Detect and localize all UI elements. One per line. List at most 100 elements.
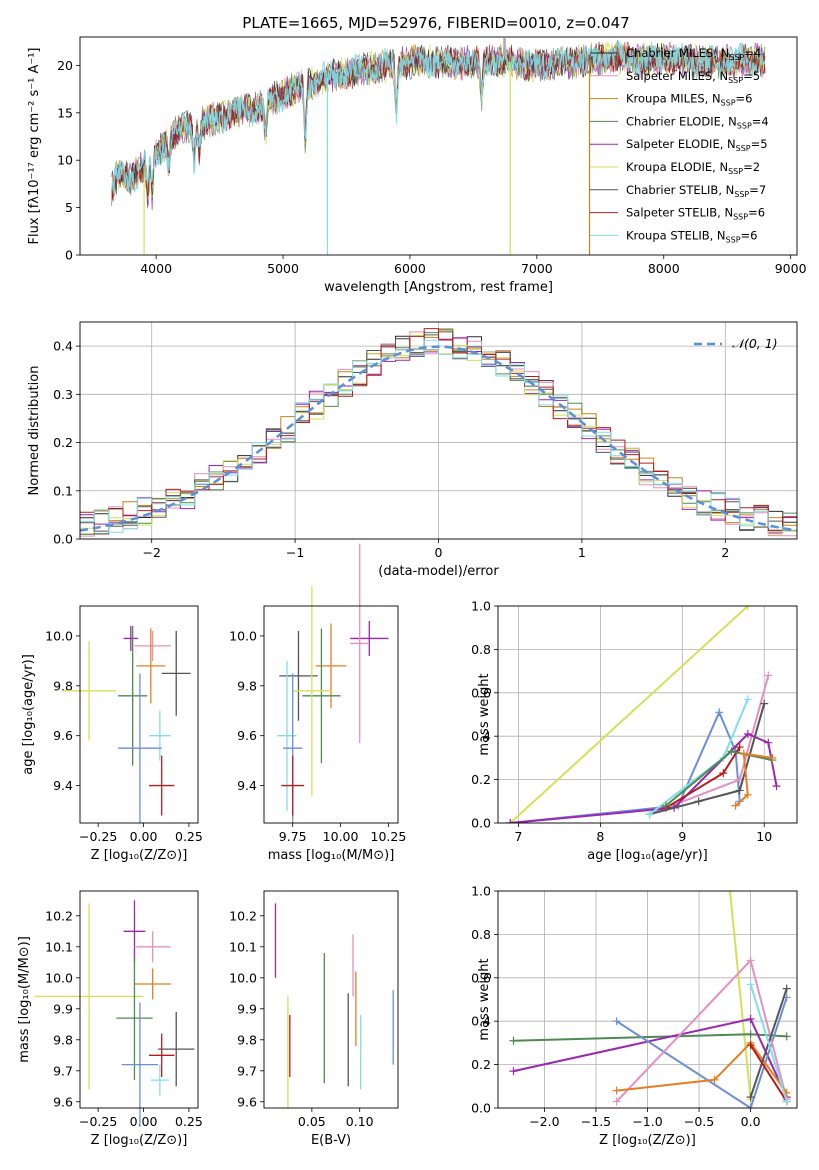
errorbar-point (134, 968, 171, 1000)
y-tick-label: 0.8 (471, 642, 491, 657)
x-tick-label: 0.25 (175, 829, 203, 844)
weight-series-marker (746, 1041, 755, 1050)
weight-series-marker (725, 891, 734, 895)
y-tick-label: 10.0 (229, 970, 257, 985)
legend-entry: Chabrier MILES, NSSP=4 (626, 46, 761, 62)
weight-series-line (509, 606, 749, 823)
y-axis-label: mass weight (477, 673, 492, 755)
errorbar-point (134, 630, 171, 661)
legend-entry: Salpeter MILES, NSSP=5 (626, 69, 760, 85)
x-tick-label: 2 (721, 545, 729, 560)
y-tick-label: 9.8 (53, 1032, 73, 1047)
x-axis-label: wavelength [Angstrom, rest frame] (324, 280, 553, 295)
spectrum-panel (76, 65, 792, 259)
x-tick-label: 9.75 (279, 829, 307, 844)
y-tick-label: 0.6 (471, 970, 491, 985)
weight-series-marker (719, 769, 728, 778)
y-tick-label: 9.6 (53, 728, 73, 743)
weight-series-marker (506, 819, 515, 823)
weight-series-marker (612, 1017, 621, 1026)
weight-series-marker (612, 1097, 621, 1106)
age_vs_Z-panel (76, 635, 190, 827)
weight-series-marker (735, 743, 744, 752)
axes-frame (263, 605, 399, 824)
errorbar-point (116, 956, 153, 1081)
y-tick-label: 0.0 (471, 816, 491, 831)
weight-series-marker (727, 747, 736, 756)
errorbar-point (302, 628, 341, 764)
legend-entry: Kroupa MILES, NSSP=6 (626, 92, 752, 108)
x-tick-label: −1 (286, 545, 304, 560)
histogram-series (80, 328, 797, 531)
x-tick-label: −2.0 (529, 1114, 559, 1129)
y-tick-label: 15 (57, 105, 73, 120)
weight-series-line (665, 746, 741, 809)
y-tick-label: 9.4 (237, 778, 257, 793)
y-axis-label: mass [log₁₀(M/M⊙)] (17, 936, 32, 1063)
errorbar-point (123, 900, 146, 963)
x-tick-label: −0.25 (79, 829, 117, 844)
y-tick-label: 10.1 (229, 939, 257, 954)
y-tick-label: 10.2 (229, 908, 257, 923)
mass_vs_Z-panel (76, 915, 190, 1112)
x-tick-label: 8 (596, 829, 604, 844)
errorbar-point (121, 1002, 159, 1127)
weight-series-marker (782, 1032, 791, 1041)
weight-series-marker (760, 699, 769, 708)
legend-entry: Chabrier ELODIE, NSSP=4 (626, 114, 769, 130)
x-tick-label: −1.0 (632, 1114, 662, 1129)
weight-series-marker (772, 782, 781, 791)
legend-entry: Salpeter STELIB, NSSP=6 (626, 206, 765, 222)
y-axis-label: Flux [fλ10⁻¹⁷ erg cm⁻² s⁻¹ A⁻¹] (27, 48, 42, 245)
axes-frame (79, 321, 798, 540)
y-tick-label: 0.2 (471, 1057, 491, 1072)
x-axis-label: (data-model)/error (378, 564, 499, 579)
weight-series-marker (746, 956, 755, 965)
weight-series-line (734, 752, 773, 807)
weight-series-line (510, 709, 741, 823)
x-tick-label: 9 (678, 829, 686, 844)
weight-series-marker (739, 749, 748, 758)
x-axis-label: E(B-V) (311, 1133, 351, 1148)
weight-series-marker (509, 1067, 518, 1076)
legend-entry: Salpeter ELODIE, NSSP=5 (626, 137, 768, 153)
x-tick-label: 10.25 (371, 829, 407, 844)
legend-gauss-label: 𝒩(0, 1) (732, 336, 778, 351)
y-tick-label: 0.8 (471, 927, 491, 942)
y-tick-label: 9.6 (237, 728, 257, 743)
spectrum-line (111, 41, 766, 195)
x-tick-label: 10 (756, 829, 772, 844)
weight-series-line (749, 984, 788, 1102)
errorbar-point (118, 673, 162, 823)
y-tick-label: 1.0 (471, 884, 491, 899)
x-tick-label: 0 (435, 545, 443, 560)
x-tick-label: 7000 (521, 261, 553, 276)
x-tick-label: 0.00 (130, 1114, 158, 1129)
weight-series-marker (661, 801, 670, 810)
weight-series-marker (743, 606, 752, 610)
x-tick-label: 6000 (394, 261, 426, 276)
errorbar-point (34, 903, 144, 1090)
x-tick-label: 1 (578, 545, 586, 560)
weight-series-line (749, 1044, 788, 1103)
weight-series-marker (746, 1093, 755, 1102)
mass_vs_ebv-panel (260, 915, 361, 1112)
weight-series-line (649, 703, 766, 816)
weight-series-marker (743, 730, 752, 739)
x-tick-label: 0.25 (175, 1114, 203, 1129)
weight-series-marker (746, 1015, 755, 1024)
x-tick-label: 9000 (775, 261, 807, 276)
errorbar-point (150, 1064, 169, 1096)
errorbar-point (123, 625, 139, 651)
x-axis-label: Z [log₁₀(Z/Z⊙)] (599, 1133, 696, 1148)
plot-layer: 4000 5000 6000 7000 8000 900005101520waveleng… (17, 36, 807, 1148)
weight-series-marker (764, 671, 773, 680)
y-tick-label: 9.4 (53, 778, 73, 793)
errorbar-point (350, 543, 370, 744)
errorbar-point (277, 660, 297, 811)
x-tick-label: 0.0 (741, 1114, 761, 1129)
legend-entry: Chabrier STELIB, NSSP=7 (626, 183, 766, 199)
weight-series-line (649, 675, 770, 816)
x-tick-label: 8000 (648, 261, 680, 276)
